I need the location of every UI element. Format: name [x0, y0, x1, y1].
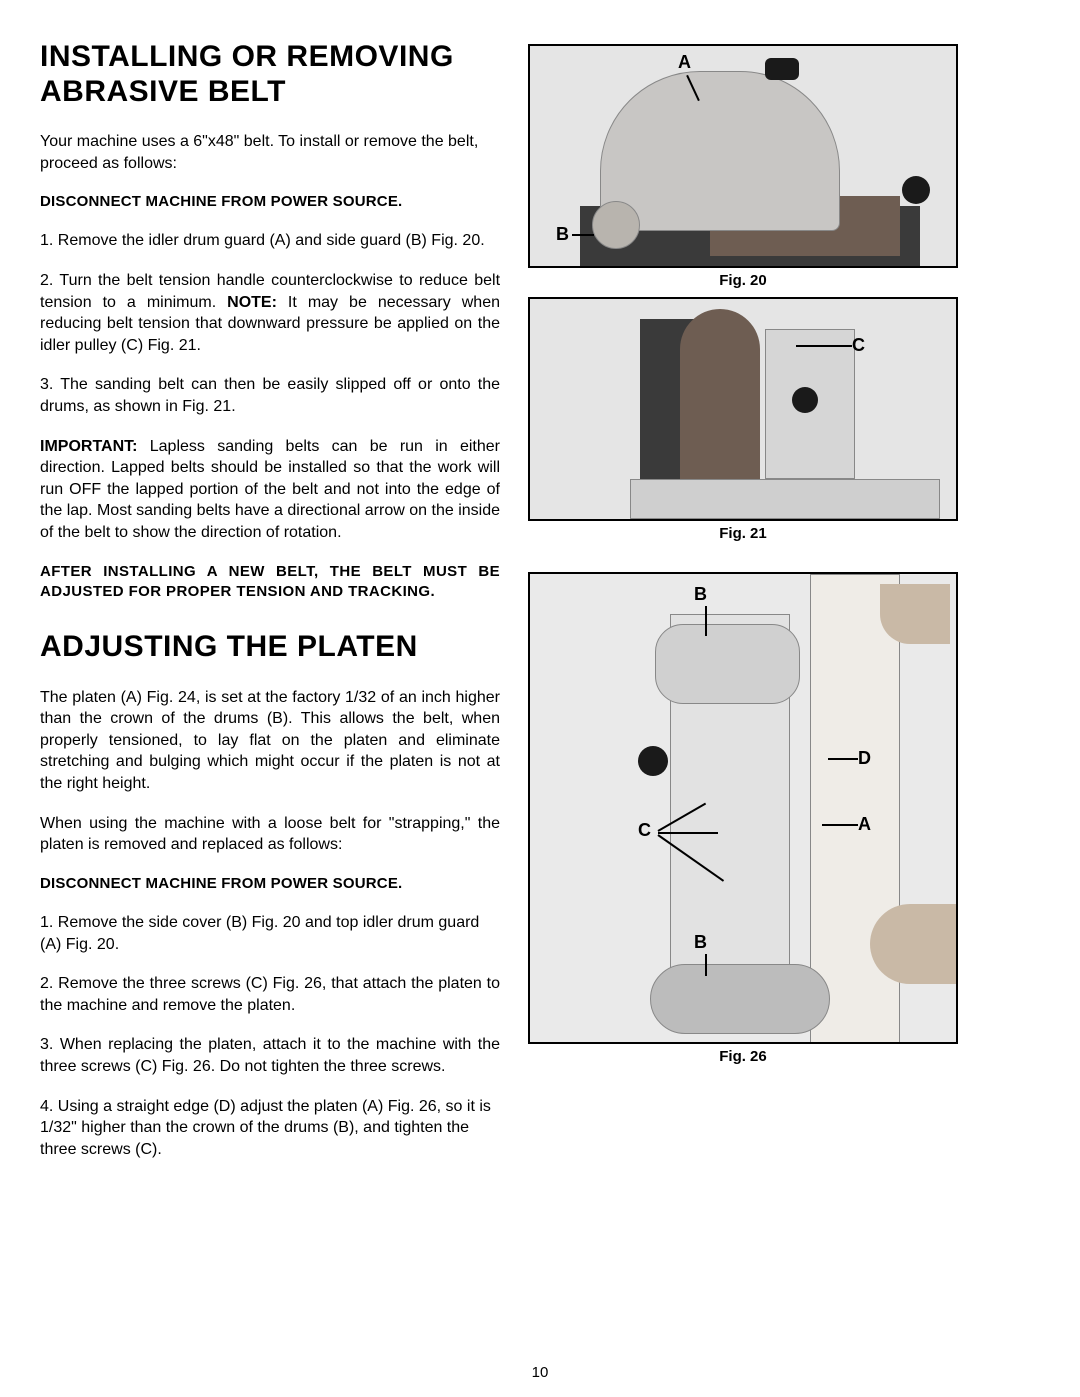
platen-p1: The platen (A) Fig. 24, is set at the fa… — [40, 687, 500, 795]
fig26-knob — [638, 746, 668, 776]
fig26-label-d: D — [858, 748, 871, 769]
fig21-knob — [792, 387, 818, 413]
fig26-label-c: C — [638, 820, 651, 841]
figure-26: B D A C B — [528, 572, 958, 1044]
fig26-top-drum-cover — [655, 624, 800, 704]
step-text: Remove the idler drum guard (A) and side… — [58, 232, 485, 249]
step-prefix: 2. — [40, 272, 59, 289]
fig21-table — [630, 479, 940, 519]
fig20-knob-top — [765, 58, 799, 80]
fig20-leader-b — [572, 234, 594, 236]
fig26-hand-top — [880, 584, 950, 644]
step-prefix: 3. — [40, 376, 60, 393]
fig26-label-b-bottom: B — [694, 932, 707, 953]
fig26-leader-bbot — [705, 954, 707, 976]
section1-body: Your machine uses a 6"x48" belt. To inst… — [40, 131, 500, 602]
fig26-hand-bottom — [870, 904, 958, 984]
important-note: IMPORTANT: Lapless sanding belts can be … — [40, 436, 500, 544]
fig26-caption: Fig. 26 — [528, 1048, 958, 1065]
fig21-leader-c — [796, 345, 852, 347]
step-1: 1. Remove the idler drum guard (A) and s… — [40, 230, 500, 252]
page-number: 10 — [0, 1364, 1080, 1381]
fig26-leader-a — [822, 824, 858, 826]
fig26-leader-btop — [705, 606, 707, 636]
after-install-note: AFTER INSTALLING A NEW BELT, THE BELT MU… — [40, 562, 500, 603]
fig26-label-b-top: B — [694, 584, 707, 605]
fig26-bottom-drum — [650, 964, 830, 1034]
fig26-leader-c2 — [658, 832, 718, 834]
platen-step-3: 3. When replacing the platen, attach it … — [40, 1034, 500, 1077]
note-label: NOTE: — [227, 294, 277, 311]
fig21-belt — [680, 309, 760, 489]
step-text: The sanding belt can then be easily slip… — [40, 376, 500, 415]
platen-step-2: 2. Remove the three screws (C) Fig. 26, … — [40, 973, 500, 1016]
step-prefix: 1. — [40, 232, 58, 249]
fig20-label-b: B — [556, 224, 569, 245]
heading-adjusting-platen: ADJUSTING THE PLATEN — [40, 630, 500, 665]
fig21-label-c: C — [852, 335, 865, 356]
step-2: 2. Turn the belt tension handle counterc… — [40, 270, 500, 356]
step-3: 3. The sanding belt can then be easily s… — [40, 374, 500, 417]
power-warning-1: DISCONNECT MACHINE FROM POWER SOURCE. — [40, 192, 500, 212]
platen-step-4: 4. Using a straight edge (D) adjust the … — [40, 1096, 500, 1161]
figure-column: A B Fig. 20 C Fig. 21 B — [528, 40, 958, 1178]
figure-20: A B — [528, 44, 958, 268]
fig20-guard — [600, 71, 840, 231]
fig20-pulley — [592, 201, 640, 249]
text-column: INSTALLING OR REMOVING ABRASIVE BELT You… — [40, 40, 500, 1178]
figure-21: C — [528, 297, 958, 521]
fig20-caption: Fig. 20 — [528, 272, 958, 289]
power-warning-2: DISCONNECT MACHINE FROM POWER SOURCE. — [40, 874, 500, 894]
fig26-label-a: A — [858, 814, 871, 835]
fig26-leader-d — [828, 758, 858, 760]
important-label: IMPORTANT: — [40, 438, 137, 455]
platen-step-1: 1. Remove the side cover (B) Fig. 20 and… — [40, 912, 500, 955]
fig20-knob-side — [902, 176, 930, 204]
section2-body: The platen (A) Fig. 24, is set at the fa… — [40, 687, 500, 1161]
platen-p2: When using the machine with a loose belt… — [40, 813, 500, 856]
fig20-label-a: A — [678, 52, 691, 73]
fig21-caption: Fig. 21 — [528, 525, 958, 542]
intro-text: Your machine uses a 6"x48" belt. To inst… — [40, 131, 500, 174]
manual-page: INSTALLING OR REMOVING ABRASIVE BELT You… — [40, 40, 1040, 1178]
heading-installing-belt: INSTALLING OR REMOVING ABRASIVE BELT — [40, 40, 500, 109]
